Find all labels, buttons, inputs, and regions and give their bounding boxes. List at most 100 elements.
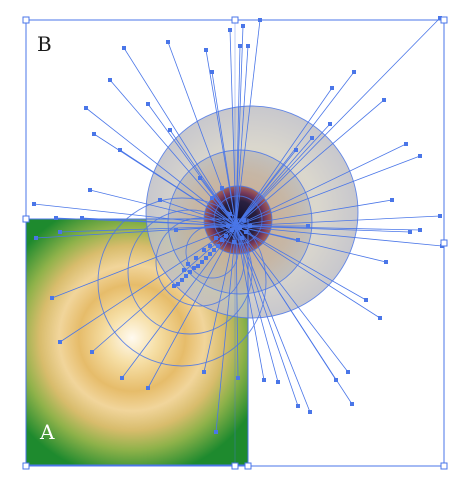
- mesh-handle-line[interactable]: [235, 225, 421, 231]
- mesh-handle-line[interactable]: [159, 199, 237, 227]
- mesh-handle-point[interactable]: [246, 44, 250, 48]
- mesh-anchor-handle[interactable]: [224, 234, 228, 238]
- mesh-handle-point[interactable]: [241, 24, 245, 28]
- mesh-handle-line[interactable]: [235, 199, 393, 227]
- mesh-handle-point[interactable]: [92, 132, 96, 136]
- mesh-anchor-handle[interactable]: [208, 244, 212, 248]
- mesh-handle-line[interactable]: [169, 129, 237, 227]
- mesh-handle-point[interactable]: [238, 44, 242, 48]
- mesh-handle-line[interactable]: [33, 203, 237, 227]
- mesh-handle-point[interactable]: [118, 148, 122, 152]
- mesh-handle-line[interactable]: [235, 225, 265, 381]
- mesh-handle-point[interactable]: [346, 370, 350, 374]
- mesh-handle-line[interactable]: [235, 225, 349, 373]
- mesh-handle-point[interactable]: [122, 46, 126, 50]
- bounding-box-handle[interactable]: [22, 215, 30, 223]
- mesh-handle-line[interactable]: [85, 107, 237, 227]
- mesh-handle-point[interactable]: [168, 128, 172, 132]
- mesh-anchor-handle[interactable]: [214, 236, 218, 240]
- mesh-handle-line[interactable]: [235, 17, 441, 227]
- mesh-handle-point[interactable]: [228, 28, 232, 32]
- mesh-handle-line[interactable]: [235, 225, 381, 319]
- mesh-handle-line[interactable]: [59, 225, 237, 233]
- mesh-handle-point[interactable]: [34, 236, 38, 240]
- mesh-handle-point[interactable]: [210, 196, 214, 200]
- mesh-anchor-handle[interactable]: [202, 248, 206, 252]
- mesh-handle-point[interactable]: [236, 376, 240, 380]
- mesh-anchor-handle[interactable]: [194, 256, 198, 260]
- mesh-handle-point[interactable]: [220, 186, 224, 190]
- mesh-handle-line[interactable]: [147, 225, 237, 389]
- mesh-handle-point[interactable]: [120, 376, 124, 380]
- bounding-box-handle[interactable]: [440, 239, 448, 247]
- mesh-anchor-handle[interactable]: [216, 244, 220, 248]
- mesh-anchor-handle[interactable]: [220, 238, 224, 242]
- mesh-handle-line[interactable]: [119, 149, 237, 227]
- mesh-handle-point[interactable]: [306, 224, 310, 228]
- mesh-handle-line[interactable]: [235, 225, 299, 407]
- mesh-handle-point[interactable]: [404, 142, 408, 146]
- mesh-anchor-handle[interactable]: [196, 264, 200, 268]
- mesh-handle-point[interactable]: [88, 188, 92, 192]
- mesh-anchor-handle[interactable]: [200, 260, 204, 264]
- mesh-handle-point[interactable]: [58, 340, 62, 344]
- bounding-box-handle[interactable]: [231, 16, 239, 24]
- mesh-handle-point[interactable]: [364, 298, 368, 302]
- mesh-anchor-handle[interactable]: [188, 270, 192, 274]
- mesh-handle-line[interactable]: [215, 225, 237, 433]
- mesh-anchor-handle[interactable]: [176, 282, 180, 286]
- mesh-anchor-handle[interactable]: [192, 266, 196, 270]
- mesh-handle-point[interactable]: [32, 202, 36, 206]
- mesh-handle-point[interactable]: [80, 216, 84, 220]
- mesh-handle-line[interactable]: [235, 87, 333, 227]
- mesh-handle-point[interactable]: [262, 378, 266, 382]
- mesh-handle-line[interactable]: [235, 225, 279, 383]
- mesh-anchor-handle[interactable]: [186, 262, 190, 266]
- mesh-handle-point[interactable]: [204, 48, 208, 52]
- selection-overlay[interactable]: [22, 16, 448, 470]
- mesh-handle-point[interactable]: [408, 230, 412, 234]
- bounding-box-handle[interactable]: [244, 462, 252, 470]
- mesh-anchor-handle[interactable]: [234, 220, 238, 224]
- mesh-handle-point[interactable]: [158, 198, 162, 202]
- mesh-anchor-handle[interactable]: [232, 240, 236, 244]
- mesh-anchor-handle[interactable]: [230, 228, 234, 232]
- mesh-handle-point[interactable]: [276, 380, 280, 384]
- mesh-handle-point[interactable]: [198, 176, 202, 180]
- mesh-handle-point[interactable]: [350, 402, 354, 406]
- mesh-handle-line[interactable]: [235, 225, 239, 379]
- mesh-handle-line[interactable]: [235, 215, 441, 227]
- mesh-handle-point[interactable]: [294, 148, 298, 152]
- mesh-anchor-handle[interactable]: [248, 224, 252, 228]
- mesh-handle-point[interactable]: [258, 18, 262, 22]
- mesh-handle-line[interactable]: [229, 29, 237, 227]
- mesh-handle-point[interactable]: [146, 102, 150, 106]
- mesh-handle-point[interactable]: [108, 78, 112, 82]
- mesh-handle-line[interactable]: [203, 225, 237, 373]
- bounding-box-handle[interactable]: [231, 462, 239, 470]
- mesh-anchor-handle[interactable]: [172, 284, 176, 288]
- mesh-handle-line[interactable]: [235, 155, 421, 227]
- mesh-handle-point[interactable]: [330, 86, 334, 90]
- mesh-handle-line[interactable]: [147, 103, 237, 227]
- mesh-handle-line[interactable]: [235, 19, 261, 227]
- mesh-handle-line[interactable]: [235, 25, 244, 227]
- mesh-handle-line[interactable]: [235, 225, 311, 413]
- mesh-handle-line[interactable]: [235, 137, 313, 227]
- mesh-handle-point[interactable]: [50, 296, 54, 300]
- mesh-handle-point[interactable]: [352, 70, 356, 74]
- mesh-anchor-handle[interactable]: [204, 256, 208, 260]
- mesh-anchor-handle[interactable]: [228, 212, 232, 216]
- mesh-handle-point[interactable]: [174, 228, 178, 232]
- mesh-handle-point[interactable]: [438, 16, 442, 20]
- mesh-handle-point[interactable]: [438, 214, 442, 218]
- mesh-handle-line[interactable]: [221, 187, 237, 227]
- mesh-handle-line[interactable]: [81, 217, 237, 227]
- mesh-handle-line[interactable]: [211, 197, 237, 227]
- mesh-handle-line[interactable]: [235, 143, 407, 227]
- bounding-box-handle[interactable]: [22, 16, 30, 24]
- mesh-handle-line[interactable]: [235, 225, 299, 241]
- mesh-handle-line[interactable]: [121, 225, 237, 379]
- bounding-box-handle[interactable]: [440, 16, 448, 24]
- mesh-handle-line[interactable]: [235, 123, 331, 227]
